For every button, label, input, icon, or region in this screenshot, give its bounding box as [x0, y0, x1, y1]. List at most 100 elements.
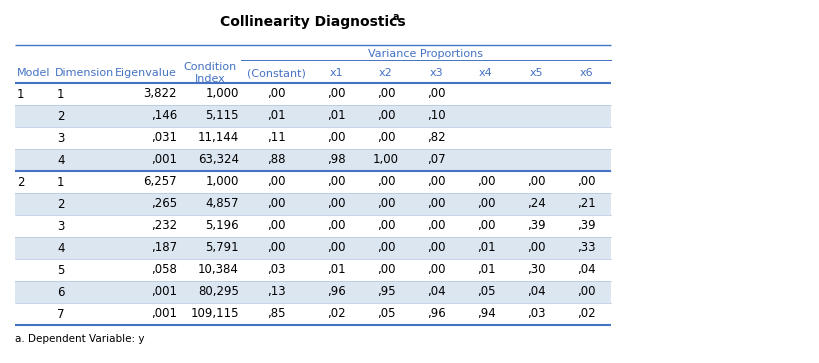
Text: 7: 7	[57, 307, 65, 321]
Text: x4: x4	[478, 68, 492, 78]
Text: 3,822: 3,822	[143, 87, 177, 101]
Text: ,95: ,95	[376, 286, 395, 298]
Text: Eigenvalue: Eigenvalue	[115, 68, 177, 78]
Text: ,00: ,00	[426, 175, 445, 188]
Text: Condition
Index: Condition Index	[183, 62, 237, 84]
Text: ,00: ,00	[376, 110, 395, 122]
Text: ,04: ,04	[526, 286, 545, 298]
Text: Variance Proportions: Variance Proportions	[368, 49, 483, 59]
Text: ,07: ,07	[426, 154, 445, 167]
Text: ,01: ,01	[326, 110, 345, 122]
Text: ,01: ,01	[326, 264, 345, 277]
Text: x5: x5	[528, 68, 542, 78]
Bar	[15, 237, 610, 259]
Text: ,00: ,00	[426, 241, 445, 254]
Text: ,001: ,001	[151, 154, 177, 167]
Text: ,00: ,00	[376, 220, 395, 232]
Text: ,00: ,00	[576, 175, 595, 188]
Text: ,00: ,00	[266, 87, 285, 101]
Text: ,00: ,00	[376, 241, 395, 254]
Text: ,04: ,04	[426, 286, 445, 298]
Text: Dimension: Dimension	[55, 68, 114, 78]
Text: 6,257: 6,257	[143, 175, 177, 188]
Text: ,058: ,058	[151, 264, 177, 277]
Text: 5: 5	[57, 264, 65, 277]
Text: 11,144: 11,144	[197, 131, 238, 144]
Text: ,02: ,02	[576, 307, 595, 321]
Text: (Constant): (Constant)	[247, 68, 305, 78]
Text: x3: x3	[428, 68, 442, 78]
Text: ,10: ,10	[426, 110, 445, 122]
Bar	[15, 303, 610, 325]
Text: ,031: ,031	[151, 131, 177, 144]
Text: ,00: ,00	[576, 286, 595, 298]
Text: 4: 4	[57, 154, 65, 167]
Text: 1: 1	[57, 175, 65, 188]
Text: ,30: ,30	[526, 264, 545, 277]
Text: ,94: ,94	[476, 307, 495, 321]
Bar	[15, 127, 610, 149]
Text: 5,115: 5,115	[206, 110, 238, 122]
Text: ,00: ,00	[376, 264, 395, 277]
Text: 1,000: 1,000	[206, 87, 238, 101]
Text: 2: 2	[57, 197, 65, 211]
Text: ,24: ,24	[526, 197, 545, 211]
Text: ,02: ,02	[326, 307, 345, 321]
Text: 2: 2	[57, 110, 65, 122]
Text: ,00: ,00	[266, 220, 285, 232]
Text: 10,384: 10,384	[198, 264, 238, 277]
Text: ,03: ,03	[266, 264, 285, 277]
Text: ,001: ,001	[151, 286, 177, 298]
Text: ,00: ,00	[266, 197, 285, 211]
Text: ,00: ,00	[426, 264, 445, 277]
Text: ,39: ,39	[576, 220, 595, 232]
Text: ,00: ,00	[326, 220, 345, 232]
Text: ,00: ,00	[266, 241, 285, 254]
Text: ,00: ,00	[526, 241, 545, 254]
Text: ,265: ,265	[151, 197, 177, 211]
Text: ,00: ,00	[326, 131, 345, 144]
Text: ,00: ,00	[326, 175, 345, 188]
Bar	[15, 105, 610, 127]
Text: 1,00: 1,00	[373, 154, 399, 167]
Text: ,00: ,00	[376, 175, 395, 188]
Text: 3: 3	[57, 131, 65, 144]
Text: 1,000: 1,000	[206, 175, 238, 188]
Text: 2: 2	[17, 175, 25, 188]
Text: a. Dependent Variable: y: a. Dependent Variable: y	[15, 334, 144, 344]
Text: 80,295: 80,295	[198, 286, 238, 298]
Text: ,88: ,88	[266, 154, 285, 167]
Text: x2: x2	[378, 68, 392, 78]
Text: a: a	[392, 12, 399, 22]
Text: ,05: ,05	[476, 286, 495, 298]
Text: Collinearity Diagnostics: Collinearity Diagnostics	[220, 15, 405, 29]
Text: x1: x1	[328, 68, 342, 78]
Text: ,00: ,00	[326, 197, 345, 211]
Text: ,00: ,00	[476, 197, 495, 211]
Text: 4: 4	[57, 241, 65, 254]
Text: ,21: ,21	[576, 197, 595, 211]
Text: ,187: ,187	[151, 241, 177, 254]
Text: ,85: ,85	[266, 307, 285, 321]
Text: ,01: ,01	[476, 264, 495, 277]
Text: 109,115: 109,115	[190, 307, 238, 321]
Bar	[15, 259, 610, 281]
Bar	[15, 171, 610, 193]
Text: 5,196: 5,196	[205, 220, 238, 232]
Text: 4,857: 4,857	[206, 197, 238, 211]
Text: 5,791: 5,791	[205, 241, 238, 254]
Text: ,01: ,01	[266, 110, 285, 122]
Text: 63,324: 63,324	[197, 154, 238, 167]
Text: ,00: ,00	[376, 131, 395, 144]
Text: ,82: ,82	[426, 131, 445, 144]
Text: ,146: ,146	[151, 110, 177, 122]
Text: ,03: ,03	[526, 307, 545, 321]
Text: ,01: ,01	[476, 241, 495, 254]
Bar	[15, 193, 610, 215]
Text: 1: 1	[17, 87, 25, 101]
Text: ,00: ,00	[326, 87, 345, 101]
Text: 6: 6	[57, 286, 65, 298]
Text: ,00: ,00	[266, 175, 285, 188]
Text: Model: Model	[17, 68, 51, 78]
Text: ,00: ,00	[476, 220, 495, 232]
